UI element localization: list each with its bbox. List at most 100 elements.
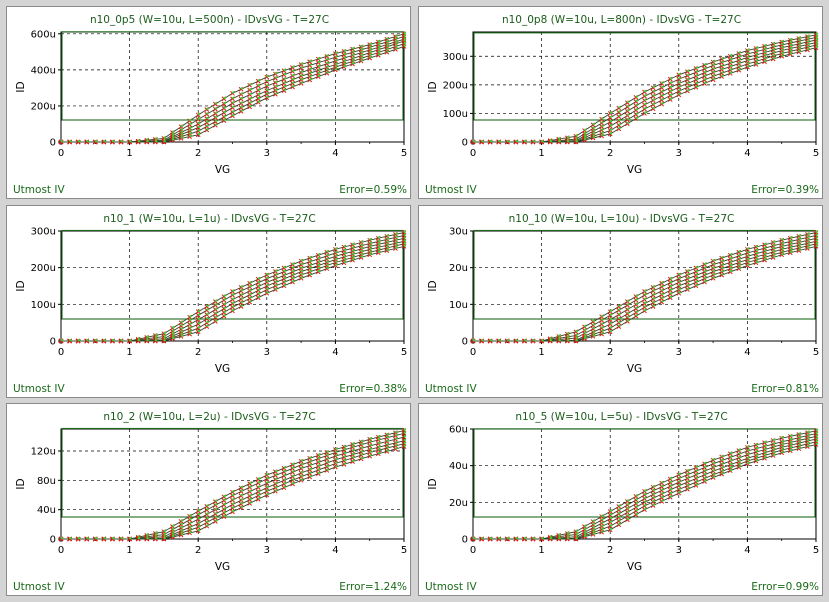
- data-point: [702, 472, 707, 478]
- data-point: [710, 275, 716, 281]
- data-point: [204, 307, 210, 313]
- data-point: [264, 290, 270, 296]
- data-point: [221, 310, 227, 315]
- data-point: [745, 58, 750, 63]
- data-point: [144, 139, 150, 145]
- data-point: [333, 450, 338, 455]
- x-tick-label: 1: [538, 347, 544, 358]
- data-point: [290, 462, 295, 468]
- data-point: [230, 96, 235, 102]
- data-point: [195, 317, 201, 323]
- data-point: [813, 442, 819, 447]
- data-point: [230, 505, 235, 511]
- data-point: [685, 88, 690, 94]
- data-point: [230, 292, 235, 298]
- x-tick-label: 0: [58, 347, 64, 358]
- data-point: [710, 258, 716, 264]
- data-point: [753, 62, 759, 67]
- data-point: [333, 58, 338, 64]
- data-point: [719, 60, 725, 65]
- data-point: [315, 56, 321, 62]
- data-point: [281, 76, 287, 82]
- data-point: [624, 506, 630, 512]
- y-tick-label: 80u: [37, 476, 56, 487]
- data-point: [247, 501, 253, 506]
- data-point: [736, 266, 742, 272]
- data-point: [273, 481, 278, 487]
- data-point: [693, 69, 699, 75]
- data-point: [685, 287, 690, 292]
- data-point: [547, 139, 553, 145]
- data-point: [84, 338, 90, 344]
- data-point: [650, 285, 656, 290]
- data-point: [264, 279, 270, 285]
- data-point: [393, 433, 398, 438]
- data-point: [685, 73, 690, 79]
- data-point: [221, 306, 227, 312]
- data-point: [727, 53, 733, 59]
- data-point: [315, 74, 321, 79]
- data-point: [178, 532, 184, 538]
- data-point: [522, 139, 527, 145]
- data-point: [290, 469, 295, 475]
- data-point: [273, 84, 278, 90]
- data-point: [599, 120, 604, 126]
- data-point: [590, 122, 596, 128]
- data-point: [204, 504, 210, 509]
- data-point: [693, 483, 699, 488]
- data-point: [367, 450, 373, 455]
- data-point: [264, 492, 270, 498]
- data-point: [195, 512, 201, 518]
- data-point: [685, 85, 690, 90]
- data-point: [298, 275, 304, 281]
- data-point: [212, 302, 218, 308]
- data-point: [324, 53, 330, 59]
- data-point: [101, 536, 107, 542]
- data-point: [685, 283, 690, 289]
- data-point: [685, 280, 690, 285]
- data-point: [702, 461, 707, 467]
- data-point: [67, 536, 72, 542]
- chart-svg: n10_0p5 (W=10u, L=500n) - IDvsVG - T=27C…: [13, 14, 407, 196]
- data-point: [607, 111, 613, 116]
- data-point: [642, 106, 647, 112]
- footer-tool-name: Utmost IV: [13, 184, 65, 196]
- data-point: [384, 248, 390, 253]
- data-point: [393, 47, 398, 52]
- data-point: [315, 471, 321, 477]
- chart-title: n10_2 (W=10u, L=2u) - IDvsVG - T=27C: [103, 411, 315, 423]
- data-point: [161, 536, 167, 542]
- data-point: [247, 484, 253, 490]
- data-point: [616, 118, 622, 124]
- data-point: [152, 536, 158, 542]
- data-point: [727, 57, 733, 63]
- data-point: [333, 54, 338, 60]
- data-point: [787, 250, 793, 256]
- data-point: [290, 279, 295, 285]
- data-point: [152, 338, 158, 344]
- data-point: [204, 127, 210, 133]
- data-point: [710, 262, 716, 268]
- x-axis-label: VG: [215, 164, 230, 176]
- data-point: [770, 255, 776, 260]
- data-point: [805, 47, 810, 53]
- data-point: [350, 448, 355, 454]
- data-point: [693, 265, 699, 271]
- data-point: [333, 457, 338, 463]
- data-point: [633, 497, 639, 503]
- fit-region-box: [61, 31, 404, 121]
- data-point: [367, 453, 373, 459]
- data-point: [624, 311, 630, 317]
- data-point: [539, 536, 544, 542]
- data-point: [676, 483, 682, 489]
- data-point: [273, 91, 278, 97]
- data-point: [745, 452, 750, 458]
- data-point: [633, 95, 639, 100]
- data-point: [341, 451, 347, 456]
- data-point: [753, 458, 759, 464]
- data-point: [358, 255, 364, 260]
- data-point: [796, 49, 802, 55]
- data-point: [187, 530, 192, 536]
- y-tick-label: 0: [462, 535, 468, 546]
- chart-title: n10_5 (W=10u, L=5u) - IDvsVG - T=27C: [515, 411, 727, 423]
